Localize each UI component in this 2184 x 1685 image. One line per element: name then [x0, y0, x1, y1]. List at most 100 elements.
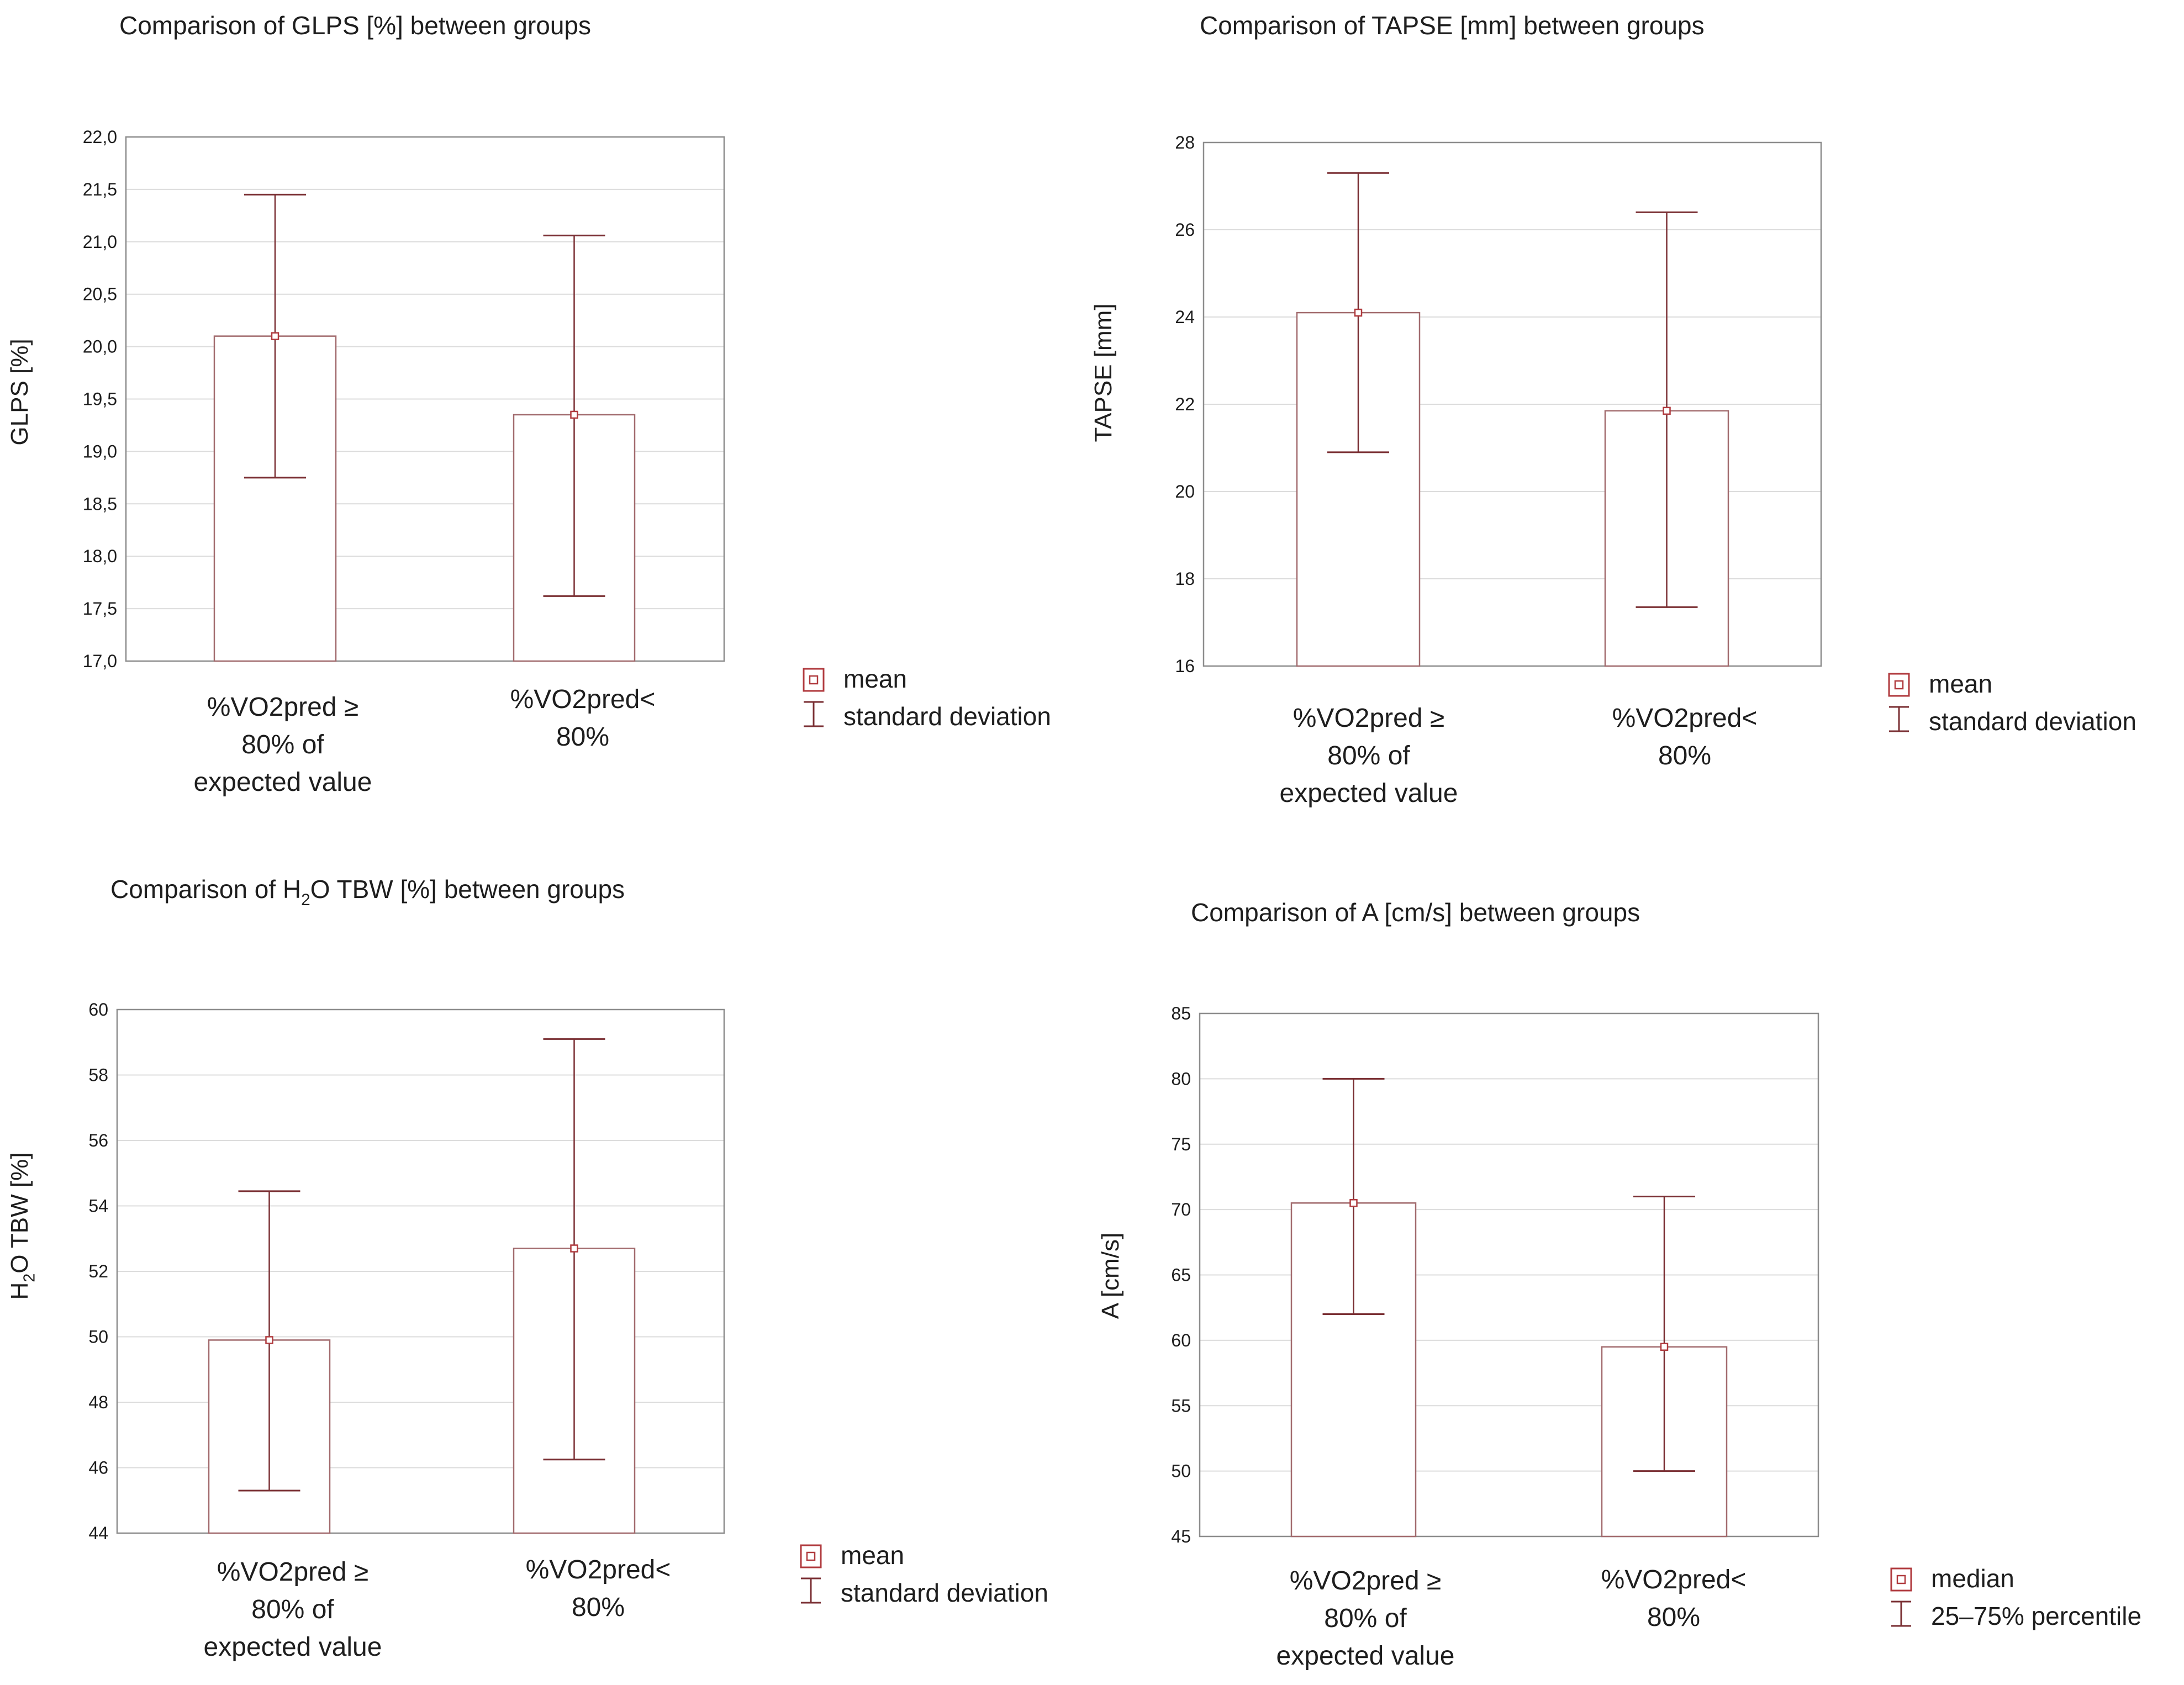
chart-panel-3: Comparison of H2O TBW [%] between groups…	[6, 875, 1048, 1662]
x-category-label: %VO2pred ≥	[1290, 1566, 1441, 1596]
y-tick-label: 19,5	[83, 389, 117, 409]
y-tick-label: 60	[1171, 1330, 1191, 1350]
legend-marker-icon-inner	[1896, 1575, 1906, 1584]
y-tick-label: 16	[1175, 656, 1195, 676]
text-part: H	[6, 1282, 33, 1300]
x-category-label: %VO2pred<	[510, 685, 656, 714]
y-tick-label: 18	[1175, 569, 1195, 589]
legend-marker-icon	[800, 1544, 822, 1568]
x-category-label: 80%	[572, 1593, 625, 1622]
y-axis-label: TAPSE [mm]	[1090, 304, 1117, 442]
x-category-label: %VO2pred<	[526, 1555, 671, 1584]
y-tick-label: 85	[1171, 1003, 1191, 1023]
legend-label-errorbar: standard deviation	[841, 1578, 1048, 1607]
y-tick-label: 19,0	[83, 441, 117, 461]
y-tick-label: 22	[1175, 394, 1195, 414]
y-tick-label: 21,0	[83, 232, 117, 252]
mean-marker	[570, 1244, 578, 1253]
legend-label-marker: median	[1931, 1564, 2014, 1593]
legend-marker-icon	[1890, 1567, 1912, 1592]
y-tick-label: 55	[1171, 1396, 1191, 1415]
y-tick-label: 18,0	[83, 546, 117, 566]
y-tick-label: 54	[88, 1196, 108, 1216]
y-tick-label: 46	[88, 1458, 108, 1478]
x-category-label: %VO2pred<	[1601, 1565, 1747, 1594]
chart-panel-4: Comparison of A [cm/s] between groups A […	[1097, 898, 2141, 1671]
x-category-label: expected value	[194, 768, 372, 797]
y-tick-label: 28	[1175, 133, 1195, 152]
x-category-label: 80%	[556, 722, 609, 752]
x-category-label: expected value	[1276, 1641, 1455, 1671]
y-tick-label: 52	[88, 1261, 108, 1281]
legend-marker-icon-inner	[1894, 680, 1904, 690]
legend-marker-icon-inner	[806, 1551, 816, 1561]
legend-label-errorbar: standard deviation	[1929, 707, 2136, 736]
text-part: 2	[301, 891, 310, 909]
plot-frame	[1202, 141, 1822, 667]
x-category-label: %VO2pred ≥	[217, 1557, 368, 1587]
y-tick-label: 50	[88, 1327, 108, 1347]
x-category-label: 80%	[1658, 741, 1711, 770]
y-tick-label: 18,5	[83, 494, 117, 514]
chart-title: Comparison of GLPS [%] between groups	[119, 11, 591, 40]
legend-label-marker: mean	[1929, 669, 1992, 698]
y-axis-label: H2O TBW [%]	[6, 1153, 38, 1300]
chart-panel-1: Comparison of GLPS [%] between groups GLP…	[6, 11, 1051, 797]
y-tick-label: 24	[1175, 307, 1195, 327]
text-part: 2	[20, 1274, 38, 1282]
plot-frame	[1199, 1012, 1819, 1538]
chart-title: Comparison of A [cm/s] between groups	[1191, 898, 1640, 927]
mean-marker	[1349, 1199, 1358, 1207]
y-tick-label: 45	[1171, 1526, 1191, 1546]
legend-label-errorbar: 25–75% percentile	[1931, 1602, 2141, 1630]
y-tick-label: 75	[1171, 1134, 1191, 1154]
mean-marker	[265, 1336, 273, 1344]
x-category-label: expected value	[1280, 779, 1458, 808]
legend-label-errorbar: standard deviation	[843, 702, 1051, 731]
x-category-label: expected value	[204, 1633, 382, 1662]
y-axis-label: GLPS [%]	[6, 339, 33, 445]
chart-panel-2: Comparison of TAPSE [mm] between groups T…	[1090, 11, 2136, 808]
y-tick-label: 50	[1171, 1461, 1191, 1481]
y-tick-label: 17,0	[83, 651, 117, 671]
y-tick-label: 20,0	[83, 337, 117, 357]
y-tick-label: 20,5	[83, 284, 117, 304]
y-tick-label: 58	[88, 1065, 108, 1085]
y-tick-label: 44	[88, 1523, 108, 1543]
mean-marker	[1663, 406, 1671, 415]
text-part: O TBW [%]	[6, 1153, 33, 1274]
y-axis-label: A [cm/s]	[1097, 1233, 1124, 1319]
y-tick-label: 56	[88, 1131, 108, 1150]
legend-marker-icon	[1888, 673, 1910, 697]
x-category-label: 80% of	[1324, 1604, 1407, 1633]
legend-label-marker: mean	[841, 1541, 904, 1570]
chart-title: Comparison of TAPSE [mm] between groups	[1200, 11, 1705, 40]
mean-marker	[1354, 308, 1363, 317]
y-tick-label: 70	[1171, 1200, 1191, 1219]
x-category-label: %VO2pred ≥	[1293, 704, 1444, 733]
x-category-label: 80% of	[251, 1595, 334, 1624]
y-tick-label: 20	[1175, 482, 1195, 501]
x-category-label: 80%	[1647, 1603, 1700, 1632]
y-tick-label: 26	[1175, 220, 1195, 240]
y-tick-label: 80	[1171, 1069, 1191, 1089]
plot-frame	[125, 136, 725, 662]
legend-marker-icon	[803, 668, 825, 692]
y-tick-label: 48	[88, 1392, 108, 1412]
legend-marker-icon-inner	[809, 675, 819, 685]
mean-marker	[1660, 1343, 1669, 1351]
plot-frame	[116, 1008, 725, 1534]
text-part: Comparison of H	[110, 875, 301, 904]
y-tick-label: 60	[88, 1000, 108, 1020]
mean-marker	[570, 410, 578, 419]
text-part: O TBW [%] between groups	[310, 875, 625, 904]
y-tick-label: 17,5	[83, 599, 117, 619]
chart-title: Comparison of H2O TBW [%] between groups	[110, 875, 625, 909]
x-category-label: 80% of	[241, 730, 324, 759]
x-category-label: %VO2pred ≥	[207, 693, 358, 722]
x-category-label: %VO2pred<	[1612, 704, 1758, 733]
x-category-label: 80% of	[1327, 741, 1410, 770]
y-tick-label: 22,0	[83, 127, 117, 147]
